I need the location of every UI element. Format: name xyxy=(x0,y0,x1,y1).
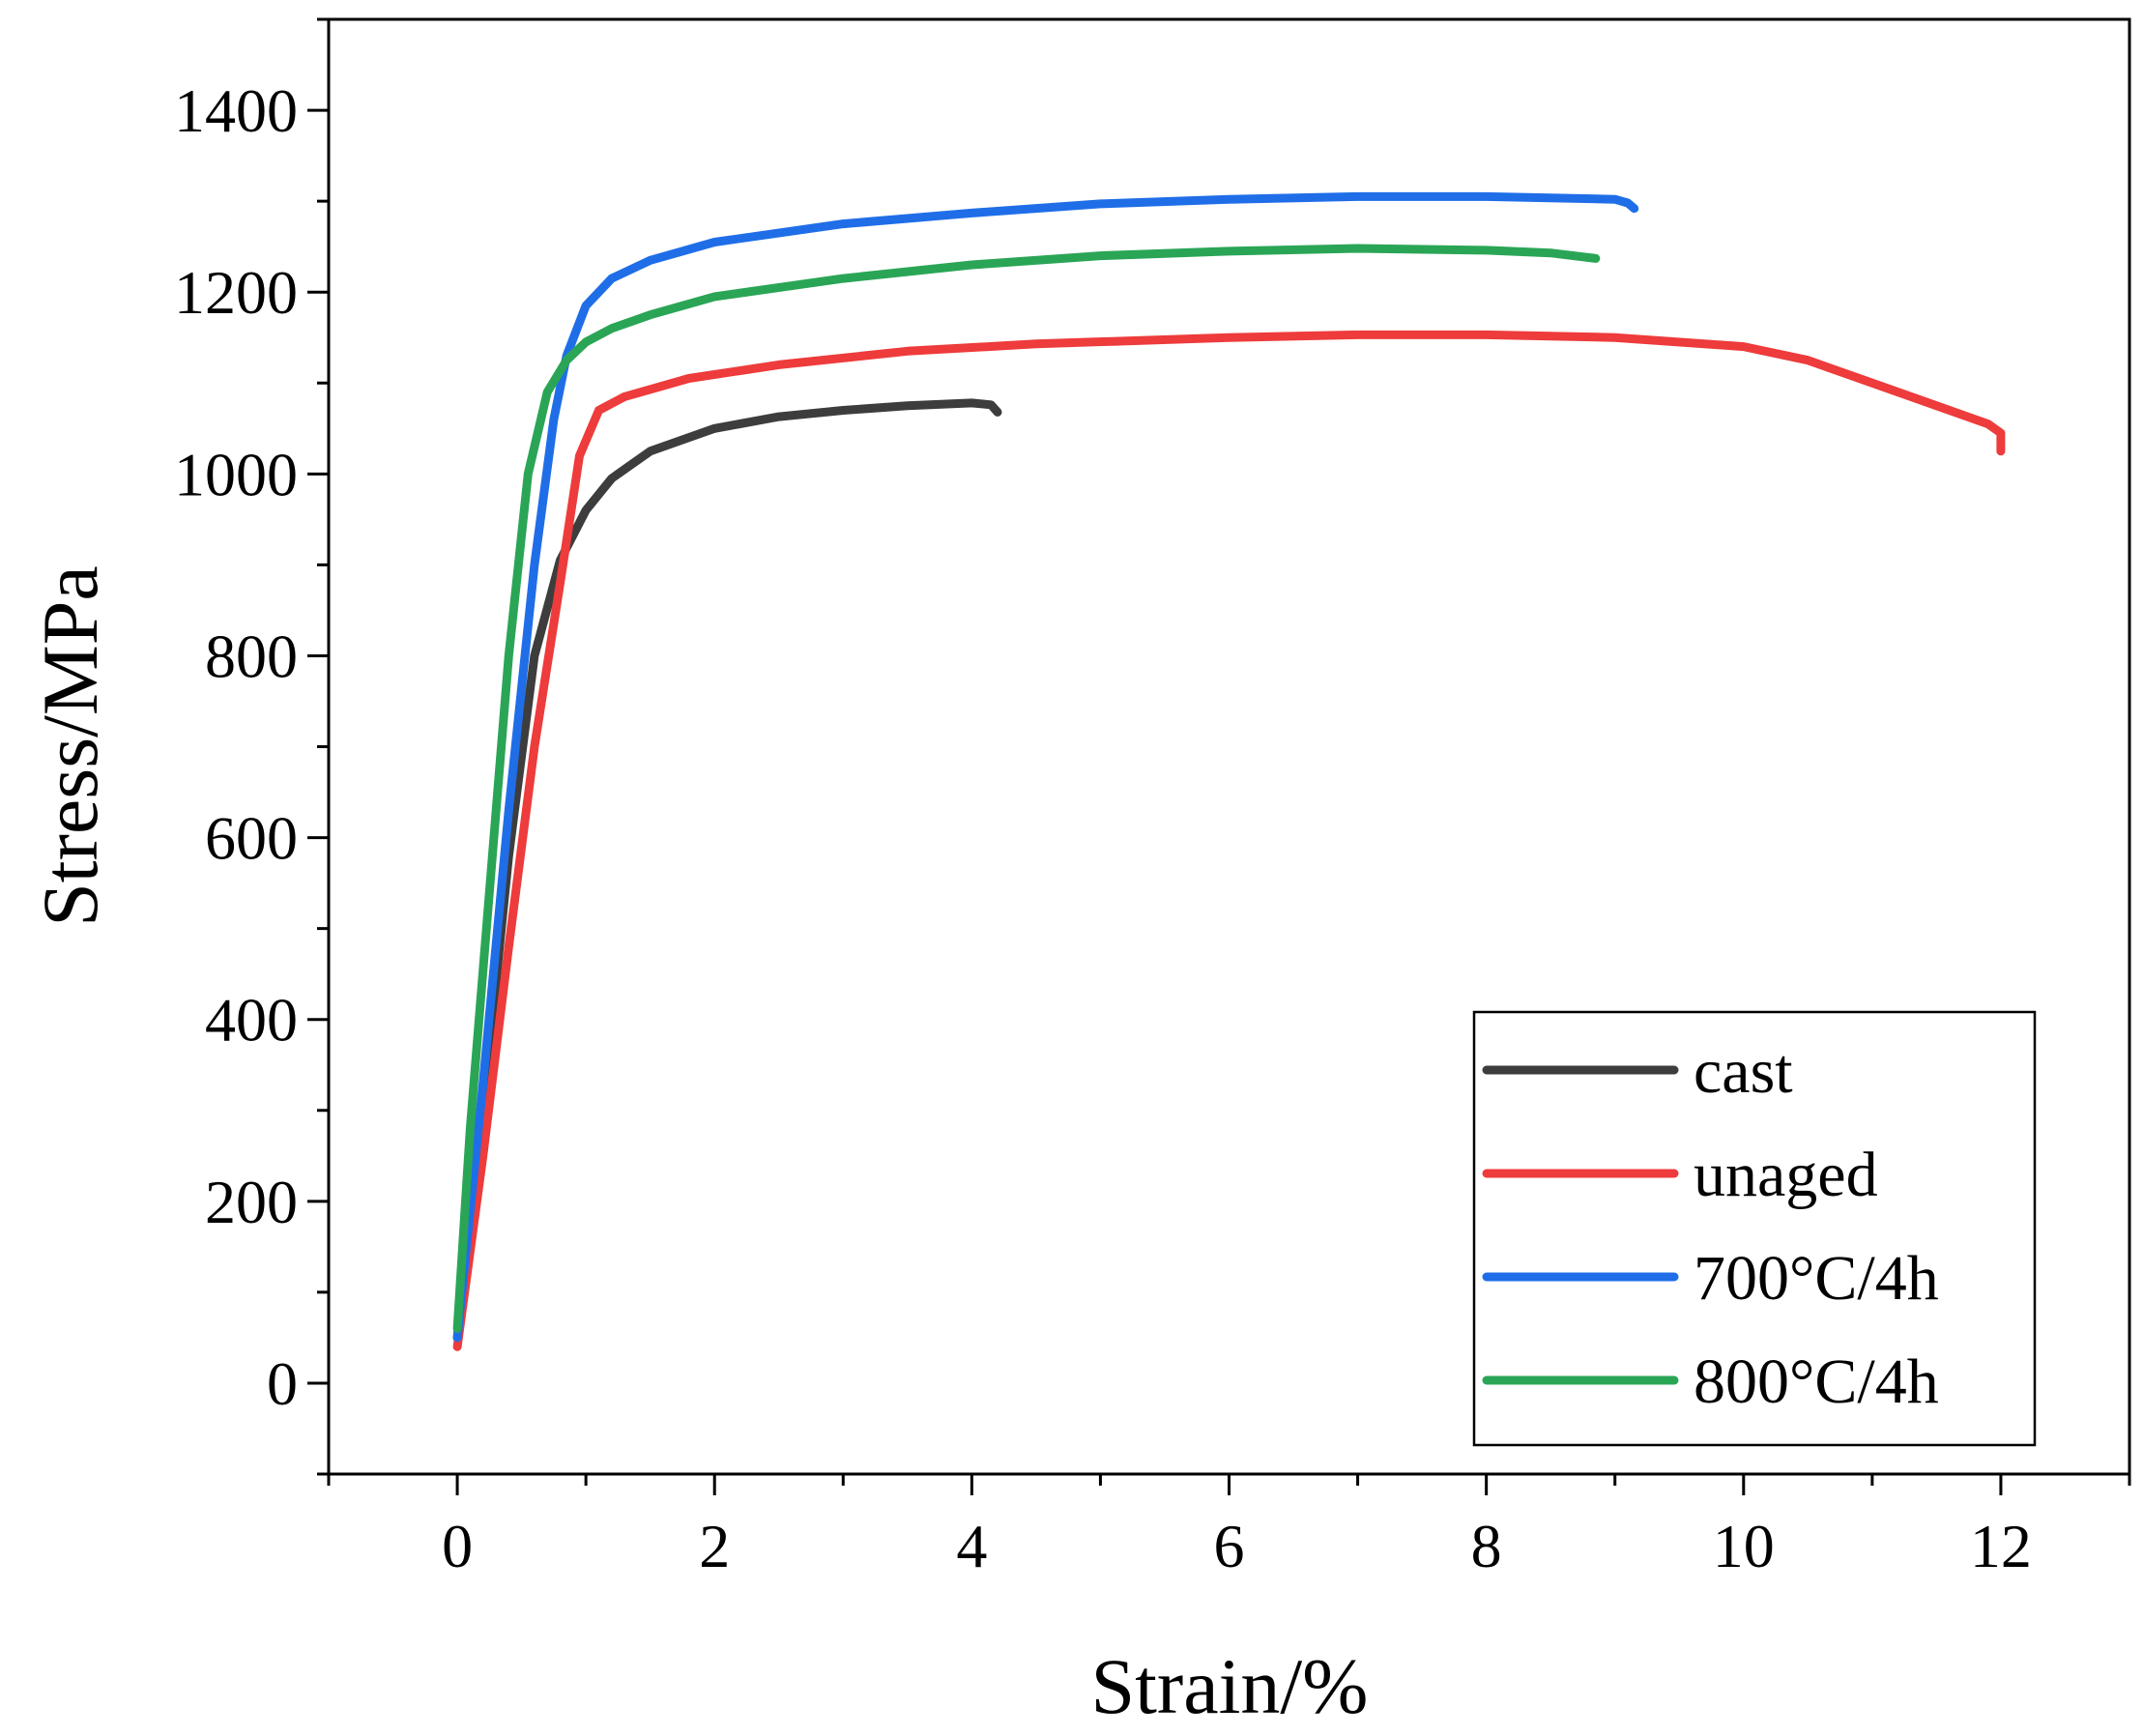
legend-box xyxy=(1472,1010,2037,1447)
series-layer xyxy=(452,191,2006,1351)
x-tick-label: 8 xyxy=(1471,1512,1502,1580)
x-tick-label: 0 xyxy=(442,1512,473,1580)
y-tick-label: 1000 xyxy=(174,440,298,508)
series-line-800°C/4h xyxy=(452,244,1601,1333)
y-axis-title: Stress/MPa xyxy=(26,565,114,927)
y-tick-label: 600 xyxy=(205,804,298,873)
legend-label: 700°C/4h xyxy=(1694,1243,1939,1314)
legend-label: cast xyxy=(1694,1036,1793,1107)
legend: cast unaged 700°C/4h 800°C/4h xyxy=(1472,1010,2037,1447)
x-tick-label: 10 xyxy=(1713,1512,1775,1580)
series-line-700°C/4h xyxy=(452,191,1639,1343)
legend-label: 800°C/4h xyxy=(1694,1346,1939,1417)
x-tick-label: 2 xyxy=(699,1512,730,1580)
x-tick-label: 6 xyxy=(1214,1512,1245,1580)
y-tick-label: 1400 xyxy=(174,76,298,145)
x-tick-label: 12 xyxy=(1970,1512,2032,1580)
x-axis-ticks: 0 2 4 6 8 10 12 xyxy=(327,1474,2131,1580)
y-tick-label: 1200 xyxy=(174,258,298,327)
y-axis-ticks: 0 200 400 600 800 1000 1200 1400 xyxy=(174,17,329,1476)
series-line-cast xyxy=(452,398,1002,1343)
x-tick-label: 4 xyxy=(956,1512,987,1580)
series-line-unaged xyxy=(452,330,2006,1351)
x-axis-title: Strain/% xyxy=(1091,1642,1369,1730)
y-tick-label: 400 xyxy=(205,986,298,1055)
y-tick-label: 0 xyxy=(267,1349,298,1418)
y-tick-label: 800 xyxy=(205,622,298,690)
legend-label: unaged xyxy=(1694,1140,1878,1210)
y-tick-label: 200 xyxy=(205,1168,298,1236)
